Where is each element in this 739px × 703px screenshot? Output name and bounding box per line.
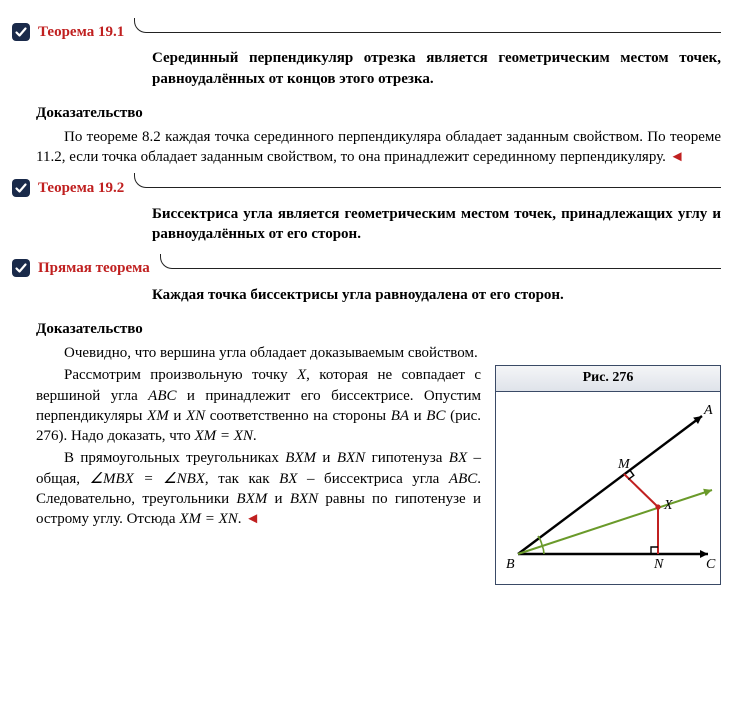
- checkmark-icon: [12, 179, 30, 197]
- proof-para-3: В прямоугольных треугольниках BXM и BXN …: [36, 448, 481, 529]
- proof-label: Доказательство: [36, 103, 721, 123]
- svg-text:A: A: [703, 403, 713, 418]
- figure-276: Рис. 276 A B C M N X: [495, 365, 721, 585]
- divider: [134, 18, 721, 33]
- theorem-title: Теорема 19.2: [38, 178, 124, 198]
- proof-with-figure: Рассмотрим произвольную точку X, которая…: [36, 365, 721, 585]
- end-mark: ◄: [245, 511, 260, 527]
- svg-text:N: N: [653, 557, 664, 572]
- proof-para-2: Рассмотрим произвольную точку X, которая…: [36, 365, 481, 446]
- theorem-title: Теорема 19.1: [38, 22, 124, 42]
- end-mark: ◄: [670, 149, 685, 165]
- checkmark-icon: [12, 23, 30, 41]
- figure-canvas: A B C M N X: [496, 392, 720, 584]
- direct-theorem-header: Прямая теорема: [12, 258, 721, 278]
- theorem-statement: Серединный перпендикуляр отрезка являетс…: [152, 48, 721, 89]
- direct-theorem-statement: Каждая точка биссектрисы угла равноудале…: [152, 285, 721, 305]
- svg-text:M: M: [617, 457, 631, 472]
- figure-title: Рис. 276: [496, 366, 720, 392]
- theorem-header-19-1: Теорема 19.1: [12, 22, 721, 42]
- svg-text:C: C: [706, 557, 716, 572]
- svg-text:X: X: [663, 498, 673, 513]
- proof-para-1: Очевидно, что вершина угла обладает дока…: [36, 343, 721, 363]
- figure-svg: A B C M N X: [500, 396, 716, 574]
- checkmark-icon: [12, 259, 30, 277]
- divider: [160, 254, 721, 269]
- proof-body: По теореме 8.2 каждая точка серединного …: [36, 127, 721, 168]
- proof-text-column: Рассмотрим произвольную точку X, которая…: [36, 365, 481, 531]
- divider: [134, 173, 721, 188]
- theorem-statement: Биссектриса угла является геометрическим…: [152, 204, 721, 245]
- proof-text: По теореме 8.2 каждая точка серединного …: [36, 129, 721, 165]
- proof-label: Доказательство: [36, 319, 721, 339]
- svg-text:B: B: [506, 557, 515, 572]
- theorem-header-19-2: Теорема 19.2: [12, 178, 721, 198]
- direct-theorem-title: Прямая теорема: [38, 258, 150, 278]
